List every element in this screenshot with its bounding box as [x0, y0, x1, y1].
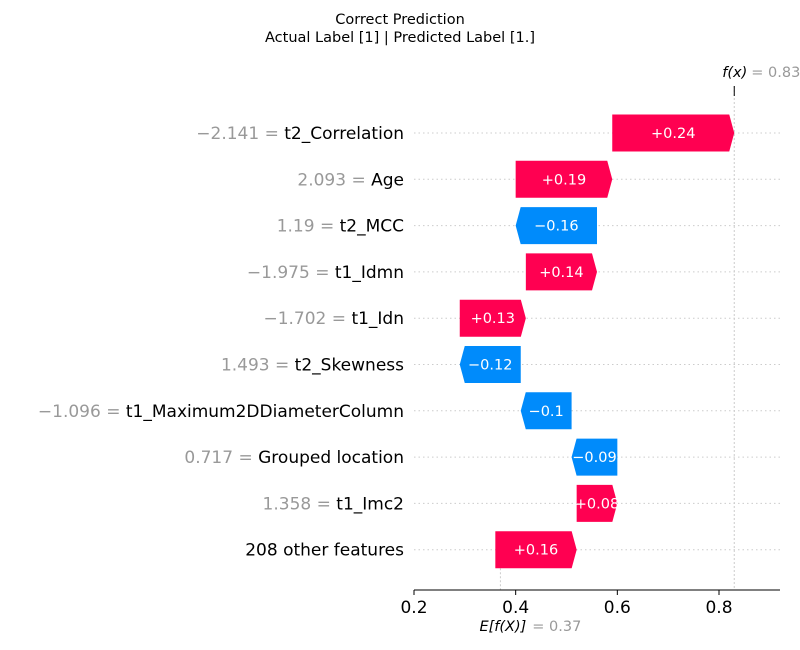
- gridlines: [414, 86, 780, 590]
- feature-label: 208 other features: [245, 541, 404, 561]
- feature-equals: =: [259, 124, 284, 144]
- waterfall-bar: [520, 392, 572, 430]
- bar-value-label: +0.16: [514, 543, 558, 559]
- feature-value: 1.358: [263, 494, 312, 514]
- feature-label: 1.19 = t2_MCC: [277, 217, 404, 237]
- waterfall-bar: [612, 114, 735, 152]
- base-value-symbol: E[f(X)]: [479, 619, 526, 635]
- x-axis: 0.2 0.4 0.6 0.8 E[f(X)] = 0.37 f(x) = 0.83: [400, 65, 800, 635]
- waterfall-bar: [459, 346, 521, 383]
- feature-labels: −2.141 = t2_Correlation 2.093 = Age 1.19 =…: [38, 124, 404, 561]
- feature-label: 1.493 = t2_Skewness: [221, 356, 404, 376]
- feature-name: t1_Maximum2DDiameterColumn: [126, 402, 404, 422]
- feature-name: 208 other features: [245, 541, 404, 561]
- feature-label: 0.717 = Grouped location: [184, 448, 404, 468]
- feature-equals: =: [346, 170, 371, 190]
- feature-name: Age: [371, 170, 404, 190]
- waterfall-bar: [515, 207, 597, 245]
- feature-equals: =: [311, 494, 336, 514]
- bar-value-label: −0.1: [529, 404, 564, 420]
- feature-label: −1.702 = t1_Idn: [263, 309, 404, 329]
- feature-value: −1.702: [263, 309, 326, 329]
- feature-name: t2_Skewness: [295, 356, 404, 376]
- output-value-number: = 0.83: [751, 65, 800, 81]
- feature-value: 2.093: [297, 170, 346, 190]
- feature-value: 0.717: [184, 448, 233, 468]
- bar-value-label: +0.19: [542, 172, 586, 188]
- bar-value-label: −0.12: [468, 358, 512, 374]
- feature-value: −1.096: [38, 402, 101, 422]
- feature-equals: =: [101, 402, 126, 422]
- feature-name: t1_Idn: [351, 309, 404, 329]
- base-value-label: E[f(X)] = 0.37: [479, 619, 581, 635]
- bar-value-label: +0.24: [651, 126, 695, 142]
- feature-equals: =: [315, 217, 340, 237]
- feature-label: 1.358 = t1_Imc2: [263, 494, 404, 514]
- feature-value: −1.975: [247, 263, 310, 283]
- waterfall-bar: [576, 484, 618, 522]
- bar-value-label: +0.14: [539, 265, 583, 281]
- feature-value: 1.19: [277, 217, 315, 237]
- feature-equals: =: [270, 356, 295, 376]
- feature-value: −2.141: [196, 124, 259, 144]
- bar-value-label: −0.16: [534, 219, 578, 235]
- waterfall-bar: [525, 253, 597, 291]
- waterfall-bar: [515, 160, 613, 198]
- output-value-symbol: f(x): [722, 65, 747, 81]
- waterfall-bar: [571, 438, 618, 476]
- waterfall-bar: [495, 531, 577, 569]
- feature-name: t2_Correlation: [284, 124, 404, 144]
- bar-value-label: +0.08: [575, 496, 619, 512]
- bars: +0.24 +0.19 −0.16 +0.14 +0.13 −0.12 −0.1 −0.09 +…: [459, 114, 735, 569]
- x-tick-label: 0.8: [705, 598, 732, 618]
- feature-equals: =: [326, 309, 351, 329]
- waterfall-bar: [459, 299, 526, 337]
- feature-value: 1.493: [221, 356, 270, 376]
- feature-label: 2.093 = Age: [297, 170, 404, 190]
- feature-equals: =: [310, 263, 335, 283]
- bar-value-label: +0.13: [471, 311, 515, 327]
- x-tick-label: 0.4: [502, 598, 529, 618]
- feature-label: −1.096 = t1_Maximum2DDiameterColumn: [38, 402, 404, 422]
- x-tick-label: 0.2: [400, 598, 427, 618]
- feature-name: t1_Idmn: [335, 263, 404, 283]
- feature-name: Grouped location: [258, 448, 404, 468]
- feature-name: t1_Imc2: [336, 494, 404, 514]
- feature-label: −1.975 = t1_Idmn: [247, 263, 404, 283]
- base-value-number: = 0.37: [532, 619, 581, 635]
- chart-title: Correct Prediction: [335, 12, 465, 28]
- feature-equals: =: [233, 448, 258, 468]
- output-value-label: f(x) = 0.83: [722, 65, 800, 81]
- bar-value-label: −0.09: [572, 450, 616, 466]
- feature-name: t2_MCC: [340, 217, 404, 237]
- feature-label: −2.141 = t2_Correlation: [196, 124, 404, 144]
- x-tick-label: 0.6: [604, 598, 631, 618]
- chart-subtitle: Actual Label [1] | Predicted Label [1.]: [265, 30, 535, 46]
